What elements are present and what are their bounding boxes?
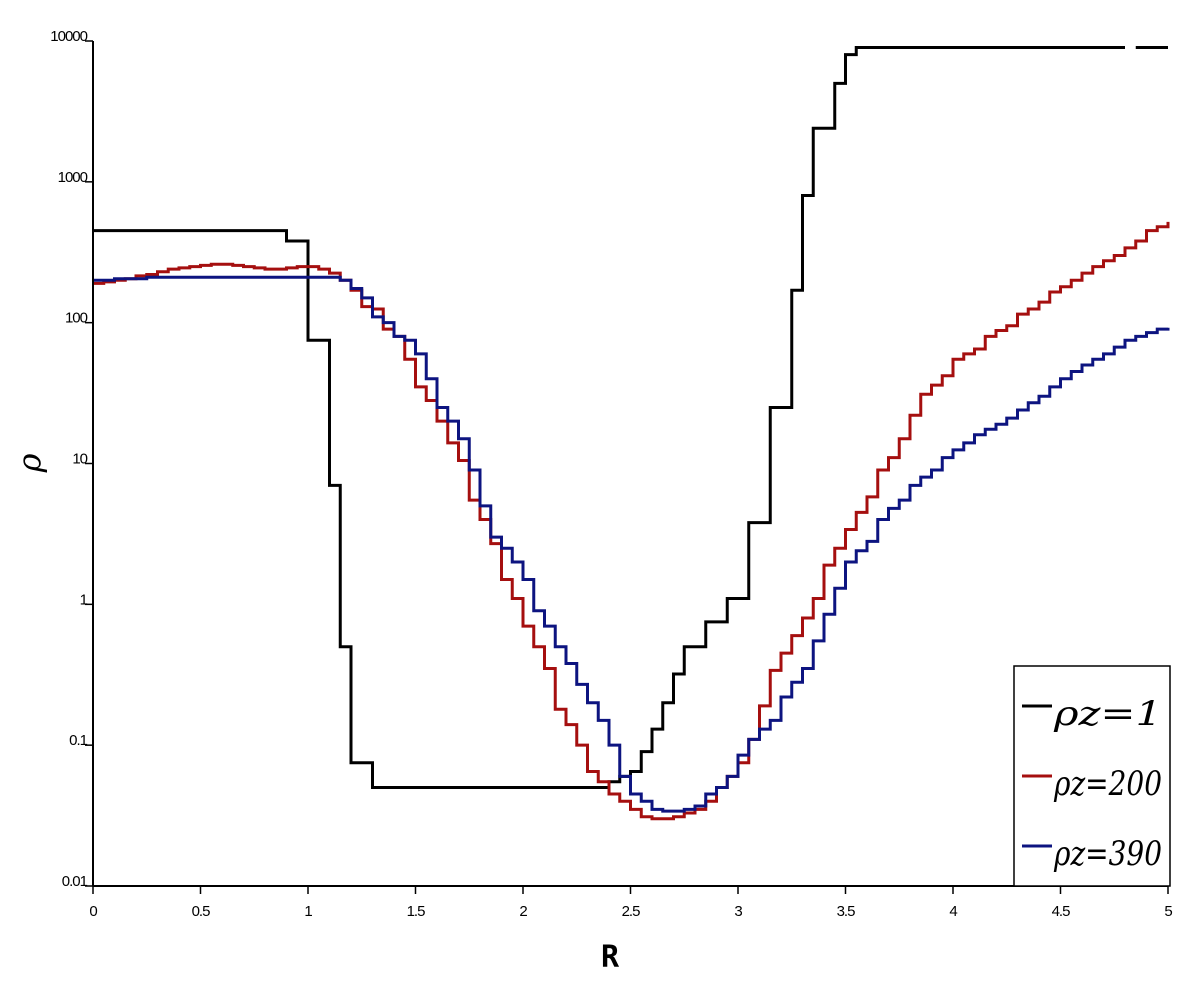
y-tick-label: 0.01 — [62, 873, 88, 890]
x-tick-label: 1 — [304, 903, 312, 920]
y-tick-label: 100 — [65, 310, 88, 327]
x-tick-label: 1.5 — [407, 903, 426, 920]
legend-label: ρz=1 — [1053, 694, 1162, 734]
series-line — [93, 45, 1168, 790]
y-tick-label: 1000 — [58, 169, 88, 186]
x-tick-label: 2.5 — [622, 903, 641, 920]
legend-label: ρz=390 — [1053, 834, 1162, 874]
x-tick-label: 2 — [519, 903, 527, 920]
legend-label: ρz=200 — [1053, 764, 1162, 804]
x-tick-label: 0.5 — [192, 903, 211, 920]
y-axis-label: ρ — [11, 453, 49, 473]
x-axis-label: R — [601, 940, 620, 975]
x-tick-label: 3 — [734, 903, 742, 920]
y-tick-label: 10 — [72, 450, 87, 467]
series-line — [93, 275, 1170, 813]
y-tick-label: 1 — [80, 591, 88, 608]
x-tick-label: 5 — [1164, 903, 1172, 920]
x-tick-label: 3.5 — [837, 903, 856, 920]
x-tick-label: 4 — [949, 903, 957, 920]
x-tick-label: 0 — [89, 903, 97, 920]
y-tick-label: 10000 — [50, 28, 87, 45]
series-line — [93, 221, 1170, 821]
y-tick-label: 0.1 — [69, 732, 88, 749]
x-tick-label: 4.5 — [1052, 903, 1071, 920]
